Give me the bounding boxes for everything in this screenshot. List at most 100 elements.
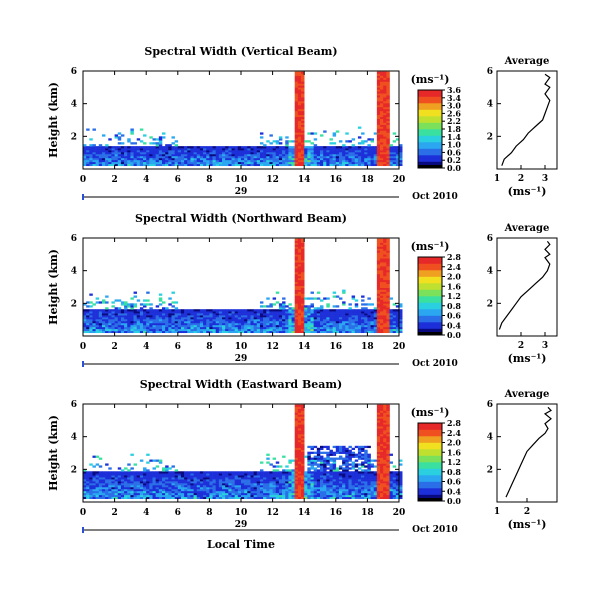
heatmap-cell	[190, 330, 194, 334]
heatmap-cell	[247, 324, 251, 328]
heatmap-cell	[294, 104, 299, 108]
heatmap-cell	[278, 159, 283, 163]
heatmap-cell	[120, 475, 125, 478]
heatmap-cell	[117, 322, 122, 326]
heatmap-cell	[332, 155, 337, 159]
heatmap-cell	[310, 471, 314, 474]
heatmap-cell	[231, 315, 235, 318]
heatmap-cell	[383, 152, 387, 155]
heatmap-cell	[98, 311, 103, 314]
heatmap-cell	[316, 457, 321, 460]
heatmap-cell	[272, 140, 277, 143]
heatmap-cell	[376, 150, 381, 153]
heatmap-cell	[361, 142, 365, 145]
heatmap-cell	[376, 287, 381, 290]
colorbar-tick-label: 2.2	[447, 116, 461, 126]
heatmap-cell	[399, 317, 403, 320]
heatmap-cell	[256, 330, 261, 334]
heatmap-cell	[275, 479, 280, 482]
heatmap-cell	[174, 153, 179, 157]
heatmap-cell	[162, 301, 166, 304]
heatmap-cell	[297, 315, 302, 318]
heatmap-cell	[335, 155, 340, 159]
heatmap-cell	[143, 473, 147, 476]
heatmap-cell	[237, 483, 242, 486]
heatmap-cell	[143, 153, 147, 157]
heatmap-cell	[241, 485, 245, 488]
heatmap-cell	[301, 488, 305, 492]
heatmap-cell	[259, 485, 264, 488]
heatmap-cell	[364, 159, 368, 163]
heatmap-cell	[301, 240, 305, 243]
heatmap-cell	[351, 313, 356, 316]
heatmap-cell	[320, 320, 324, 324]
heatmap-cell	[272, 481, 277, 484]
heatmap-cell	[168, 492, 172, 496]
heatmap-cell	[345, 461, 349, 464]
heatmap-cell	[136, 299, 141, 302]
heatmap-cell	[329, 492, 333, 496]
heatmap-cell	[127, 315, 131, 318]
heatmap-cell	[278, 150, 283, 153]
heatmap-cell	[389, 319, 393, 322]
heatmap-cell	[301, 432, 305, 435]
heatmap-cell	[376, 311, 381, 314]
heatmap-cell	[291, 473, 296, 476]
heatmap-cell	[301, 289, 305, 292]
heatmap-cell	[278, 152, 283, 155]
heatmap-cell	[320, 317, 324, 320]
heatmap-cell	[380, 283, 384, 286]
heatmap-cell	[373, 496, 378, 500]
heatmap-cell	[117, 309, 122, 312]
heatmap-cell	[357, 148, 362, 151]
heatmap-cell	[117, 317, 122, 320]
heatmap-cell	[218, 477, 223, 480]
heatmap-cell	[361, 140, 365, 143]
heatmap-cell	[316, 326, 321, 330]
heatmap-cell	[345, 159, 349, 163]
heatmap-cell	[187, 473, 191, 476]
heatmap-cell	[380, 453, 384, 456]
heatmap-cell	[326, 477, 330, 480]
heatmap-cell	[234, 155, 239, 159]
heatmap-cell	[209, 155, 213, 159]
heatmap-cell	[158, 488, 163, 492]
heatmap-cell	[225, 148, 229, 151]
heatmap-cell	[155, 313, 160, 316]
heatmap-cell	[237, 494, 242, 498]
heatmap-cell	[383, 106, 387, 110]
heatmap-cell	[127, 496, 131, 500]
heatmap-cell	[184, 315, 188, 318]
heatmap-cell	[301, 270, 305, 273]
heatmap-cell	[105, 295, 109, 298]
heatmap-cell	[209, 153, 213, 157]
heatmap-cell	[297, 279, 302, 283]
heatmap-cell	[373, 459, 378, 462]
heatmap-cell	[95, 161, 100, 165]
heatmap-cell	[332, 471, 337, 474]
heatmap-cell	[291, 486, 296, 490]
heatmap-cell	[345, 449, 349, 452]
heatmap-cell	[222, 148, 226, 151]
heatmap-cell	[386, 104, 390, 108]
heatmap-cell	[395, 138, 400, 141]
heatmap-cell	[275, 465, 280, 468]
heatmap-cell	[120, 163, 125, 167]
heatmap-cell	[285, 469, 289, 472]
heatmap-cell	[380, 311, 384, 314]
heatmap-cell	[297, 81, 302, 84]
heatmap-cell	[256, 157, 261, 161]
heatmap-cell	[146, 309, 150, 312]
heatmap-cell	[386, 254, 390, 257]
heatmap-cell	[171, 159, 175, 163]
heatmap-cell	[101, 150, 106, 153]
colorbar-segment	[418, 90, 442, 97]
heatmap-cell	[152, 326, 156, 330]
heatmap-cell	[253, 494, 258, 498]
y-axis-label: Height (km)	[47, 249, 60, 325]
heatmap-cell	[272, 477, 277, 480]
heatmap-cell	[342, 475, 346, 478]
heatmap-cell	[168, 330, 172, 334]
heatmap-cell	[209, 486, 213, 490]
heatmap-cell	[133, 163, 138, 167]
